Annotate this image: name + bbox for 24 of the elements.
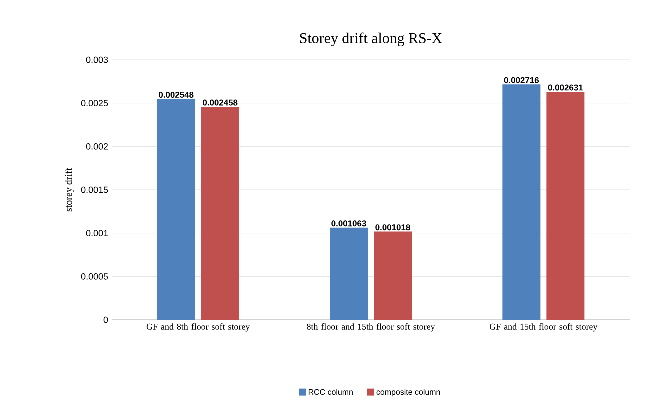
data-label: 0.002458 [203, 100, 238, 106]
y-tick-label: 0.003 [86, 56, 108, 64]
x-tick-label: 8th floor and 15th floor soft storey [307, 324, 436, 332]
y-axis-title: storey drift [65, 168, 74, 212]
data-label: 0.001018 [376, 224, 410, 231]
bar [330, 228, 368, 320]
data-label: 0.002716 [504, 77, 540, 84]
x-tick-label: GF and 15th floor soft storey [490, 324, 598, 332]
bar [546, 92, 585, 320]
bar [157, 99, 196, 320]
data-label: 0.002631 [548, 84, 584, 91]
y-tick-label: 0.0005 [81, 273, 108, 280]
y-tick-label: 0.002 [86, 143, 108, 150]
chart-title: Storey drift along RS-X [300, 32, 442, 46]
bar [374, 232, 412, 320]
bar [502, 84, 541, 320]
y-tick-label: 0.001 [86, 230, 108, 237]
data-label: 0.002548 [159, 92, 194, 98]
y-tick-label: 0.0015 [81, 186, 108, 194]
y-tick-label: 0 [104, 316, 108, 324]
x-tick-label: GF and 8th floor soft storey [146, 324, 250, 332]
bar [201, 106, 240, 320]
data-label: 0.001063 [332, 220, 366, 227]
y-tick-label: 0.0025 [81, 100, 108, 107]
